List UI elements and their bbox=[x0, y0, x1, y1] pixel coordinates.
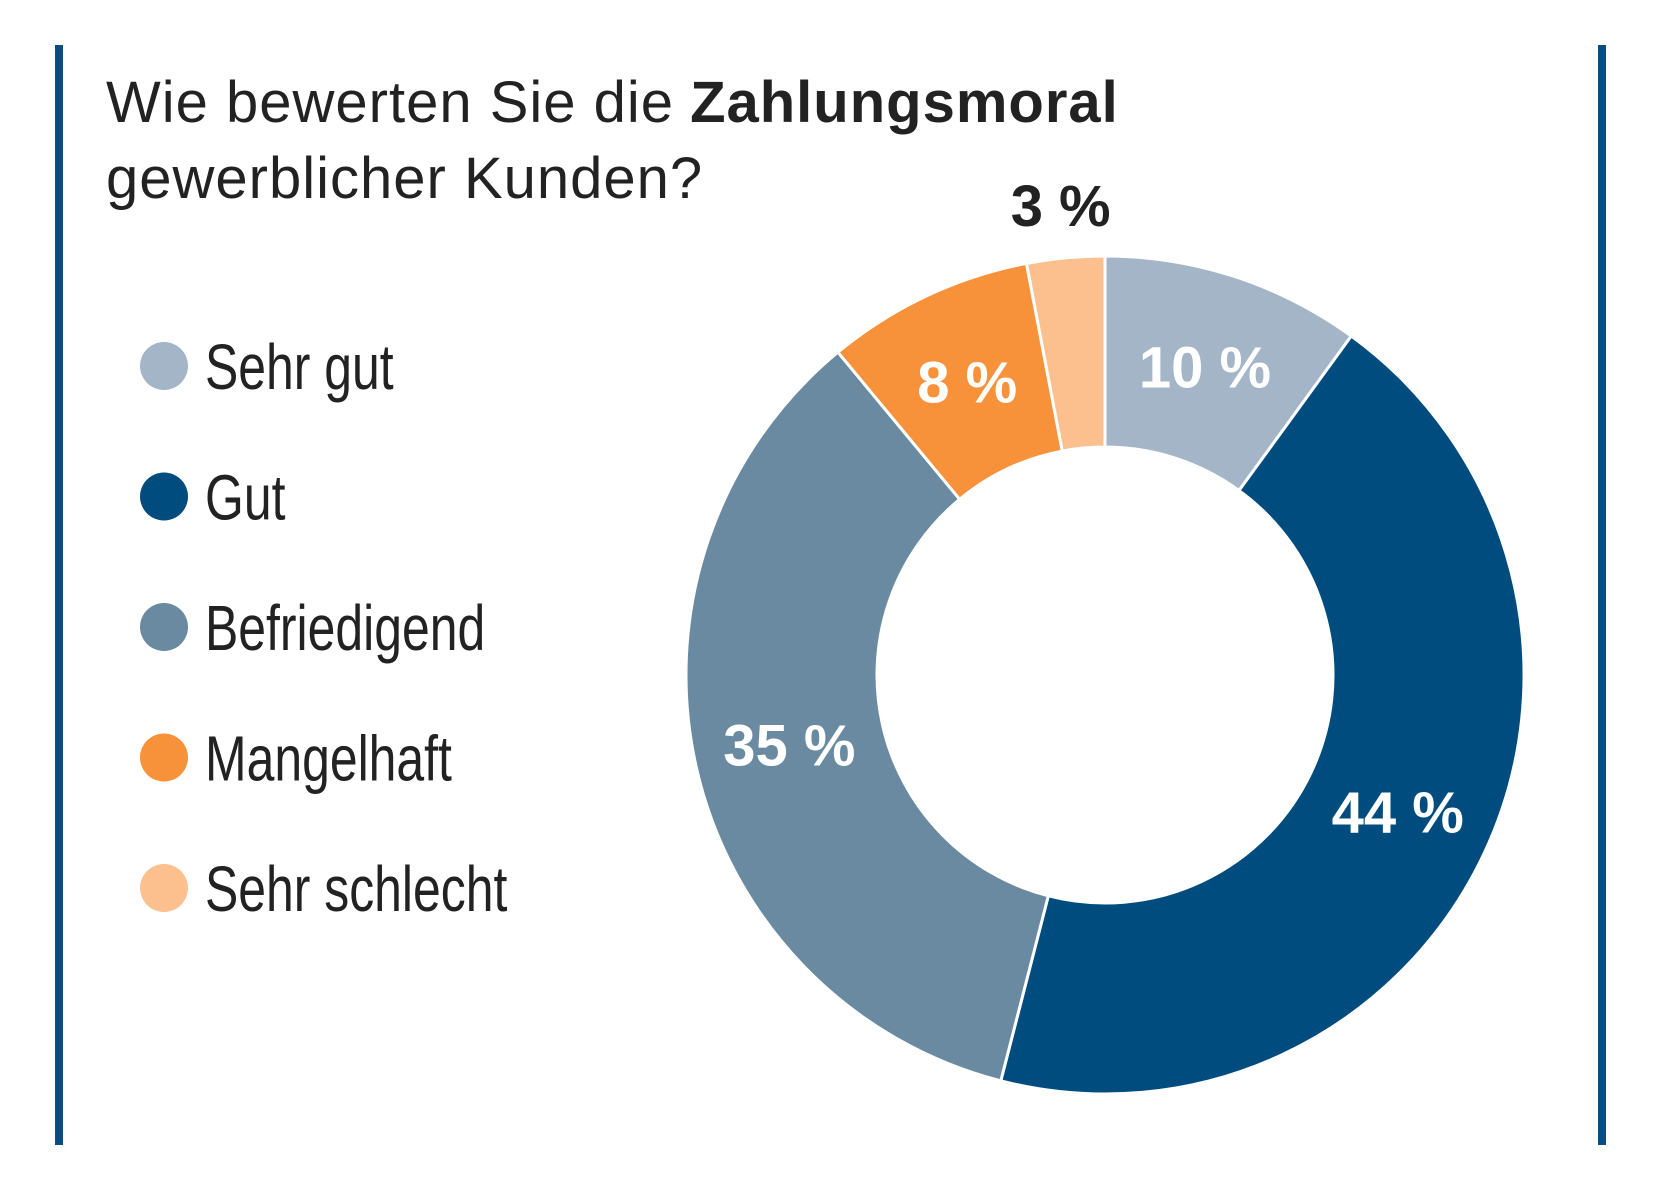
chart-title: Wie bewerten Sie die Zahlungsmoral bbox=[106, 70, 1119, 135]
donut-segment bbox=[998, 333, 1526, 1096]
frame-bar-left bbox=[55, 45, 63, 1145]
legend-marker bbox=[140, 342, 188, 390]
legend-marker bbox=[140, 733, 188, 782]
title-part: Wie bewerten Sie die bbox=[106, 70, 674, 135]
legend-marker bbox=[140, 472, 188, 521]
legend-label: Sehr schlecht bbox=[205, 854, 507, 925]
legend-label: Gut bbox=[205, 463, 285, 534]
donut-segment bbox=[684, 350, 1051, 1083]
legend-marker bbox=[140, 603, 188, 651]
frame-bar-right bbox=[1598, 45, 1606, 1145]
value-label: 3 % bbox=[1011, 174, 1111, 239]
chart-title: gewerblicher Kunden? bbox=[106, 146, 703, 211]
title-part: Zahlungsmoral bbox=[690, 70, 1119, 135]
value-label: 10 % bbox=[1139, 335, 1271, 400]
value-label: 35 % bbox=[723, 714, 855, 779]
donut-segment bbox=[1024, 254, 1107, 453]
legend-marker bbox=[140, 864, 188, 912]
legend-label: Sehr gut bbox=[205, 332, 394, 403]
legend-label: Befriedigend bbox=[205, 593, 485, 664]
value-label: 8 % bbox=[917, 350, 1017, 415]
legend-label: Mangelhaft bbox=[205, 724, 452, 795]
value-label: 44 % bbox=[1332, 781, 1464, 846]
